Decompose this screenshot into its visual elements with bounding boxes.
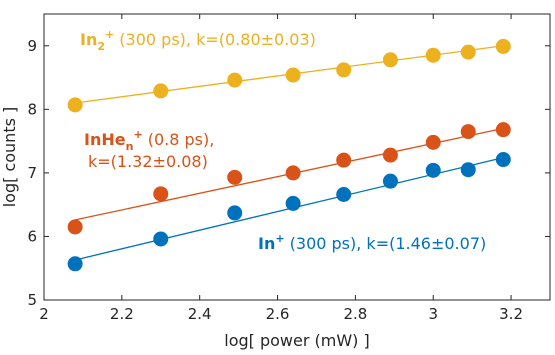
annotation-inhen-superscript: + — [133, 128, 142, 141]
y-axis-label: log[ counts ] — [0, 107, 19, 208]
x-tick-label: 2 — [39, 305, 49, 323]
series-1-point — [153, 83, 169, 99]
x-tick-label: 2.6 — [266, 305, 290, 323]
series-2-point — [336, 152, 352, 168]
annotation-in2-superscript: + — [105, 28, 114, 41]
annotation-in2-species: In — [80, 30, 97, 49]
series-2-point — [425, 134, 441, 150]
series-2-point — [67, 219, 83, 235]
y-tick-label: 6 — [27, 227, 37, 245]
series-2-point — [495, 122, 511, 138]
series-3-point — [153, 231, 169, 247]
x-tick-label: 3 — [428, 305, 438, 323]
annotation-inhen-subscript: n — [126, 140, 134, 153]
x-tick-label: 2.4 — [188, 305, 212, 323]
annotation-in2-text: (300 ps), k=(0.80±0.03) — [114, 30, 316, 49]
annotation-in1: In+ (300 ps), k=(1.46±0.07) — [258, 232, 486, 253]
y-tick-label: 7 — [27, 164, 37, 182]
series-3-point — [425, 162, 441, 178]
series-3-point — [495, 152, 511, 168]
series-1-point — [425, 47, 441, 63]
annotation-inhen-line1: InHen+ (0.8 ps), — [84, 128, 214, 153]
axes-box — [43, 13, 551, 301]
annotation-in2-subscript: 2 — [97, 40, 105, 53]
y-axis-ticks: 5 6 7 8 9 — [27, 37, 550, 309]
series-3-point — [382, 173, 398, 189]
series-2-point — [460, 124, 476, 140]
series-2-point — [382, 147, 398, 163]
x-axis-ticks: 2 2.2 2.4 2.6 2.8 3 3.2 — [39, 14, 523, 323]
annotation-inhen-text: (0.8 ps), — [143, 130, 215, 149]
annotation-inhen-line2: k=(1.32±0.08) — [88, 152, 208, 171]
series-1-point — [382, 52, 398, 68]
annotation-inhen-species: InHe — [84, 130, 126, 149]
y-tick-label: 5 — [27, 291, 37, 309]
series-3-point — [227, 205, 243, 221]
annotation-in1-species: In — [258, 234, 275, 253]
annotation-in1-text: (300 ps), k=(1.46±0.07) — [285, 234, 487, 253]
series-2-point — [227, 169, 243, 185]
series-2-point — [153, 186, 169, 202]
series-3-point — [67, 256, 83, 272]
series-3-point — [285, 195, 301, 211]
series-1-point — [336, 62, 352, 78]
annotation-in1-superscript: + — [275, 232, 284, 245]
x-tick-label: 3.2 — [499, 305, 523, 323]
series-3-point — [336, 186, 352, 202]
series-3-point — [460, 162, 476, 178]
series-1-point — [67, 97, 83, 113]
y-tick-label: 8 — [27, 100, 37, 118]
y-tick-label: 9 — [27, 37, 37, 55]
x-axis-label: log[ power (mW) ] — [224, 331, 369, 350]
series-2-point — [285, 165, 301, 181]
series-1-point — [285, 67, 301, 83]
data-points — [67, 38, 511, 272]
series-1-point — [460, 44, 476, 60]
x-tick-label: 2.8 — [343, 305, 367, 323]
series-1-point — [495, 38, 511, 54]
series-1-point — [227, 72, 243, 88]
x-tick-label: 2.2 — [110, 305, 134, 323]
annotation-in2: In2+ (300 ps), k=(0.80±0.03) — [80, 28, 316, 53]
